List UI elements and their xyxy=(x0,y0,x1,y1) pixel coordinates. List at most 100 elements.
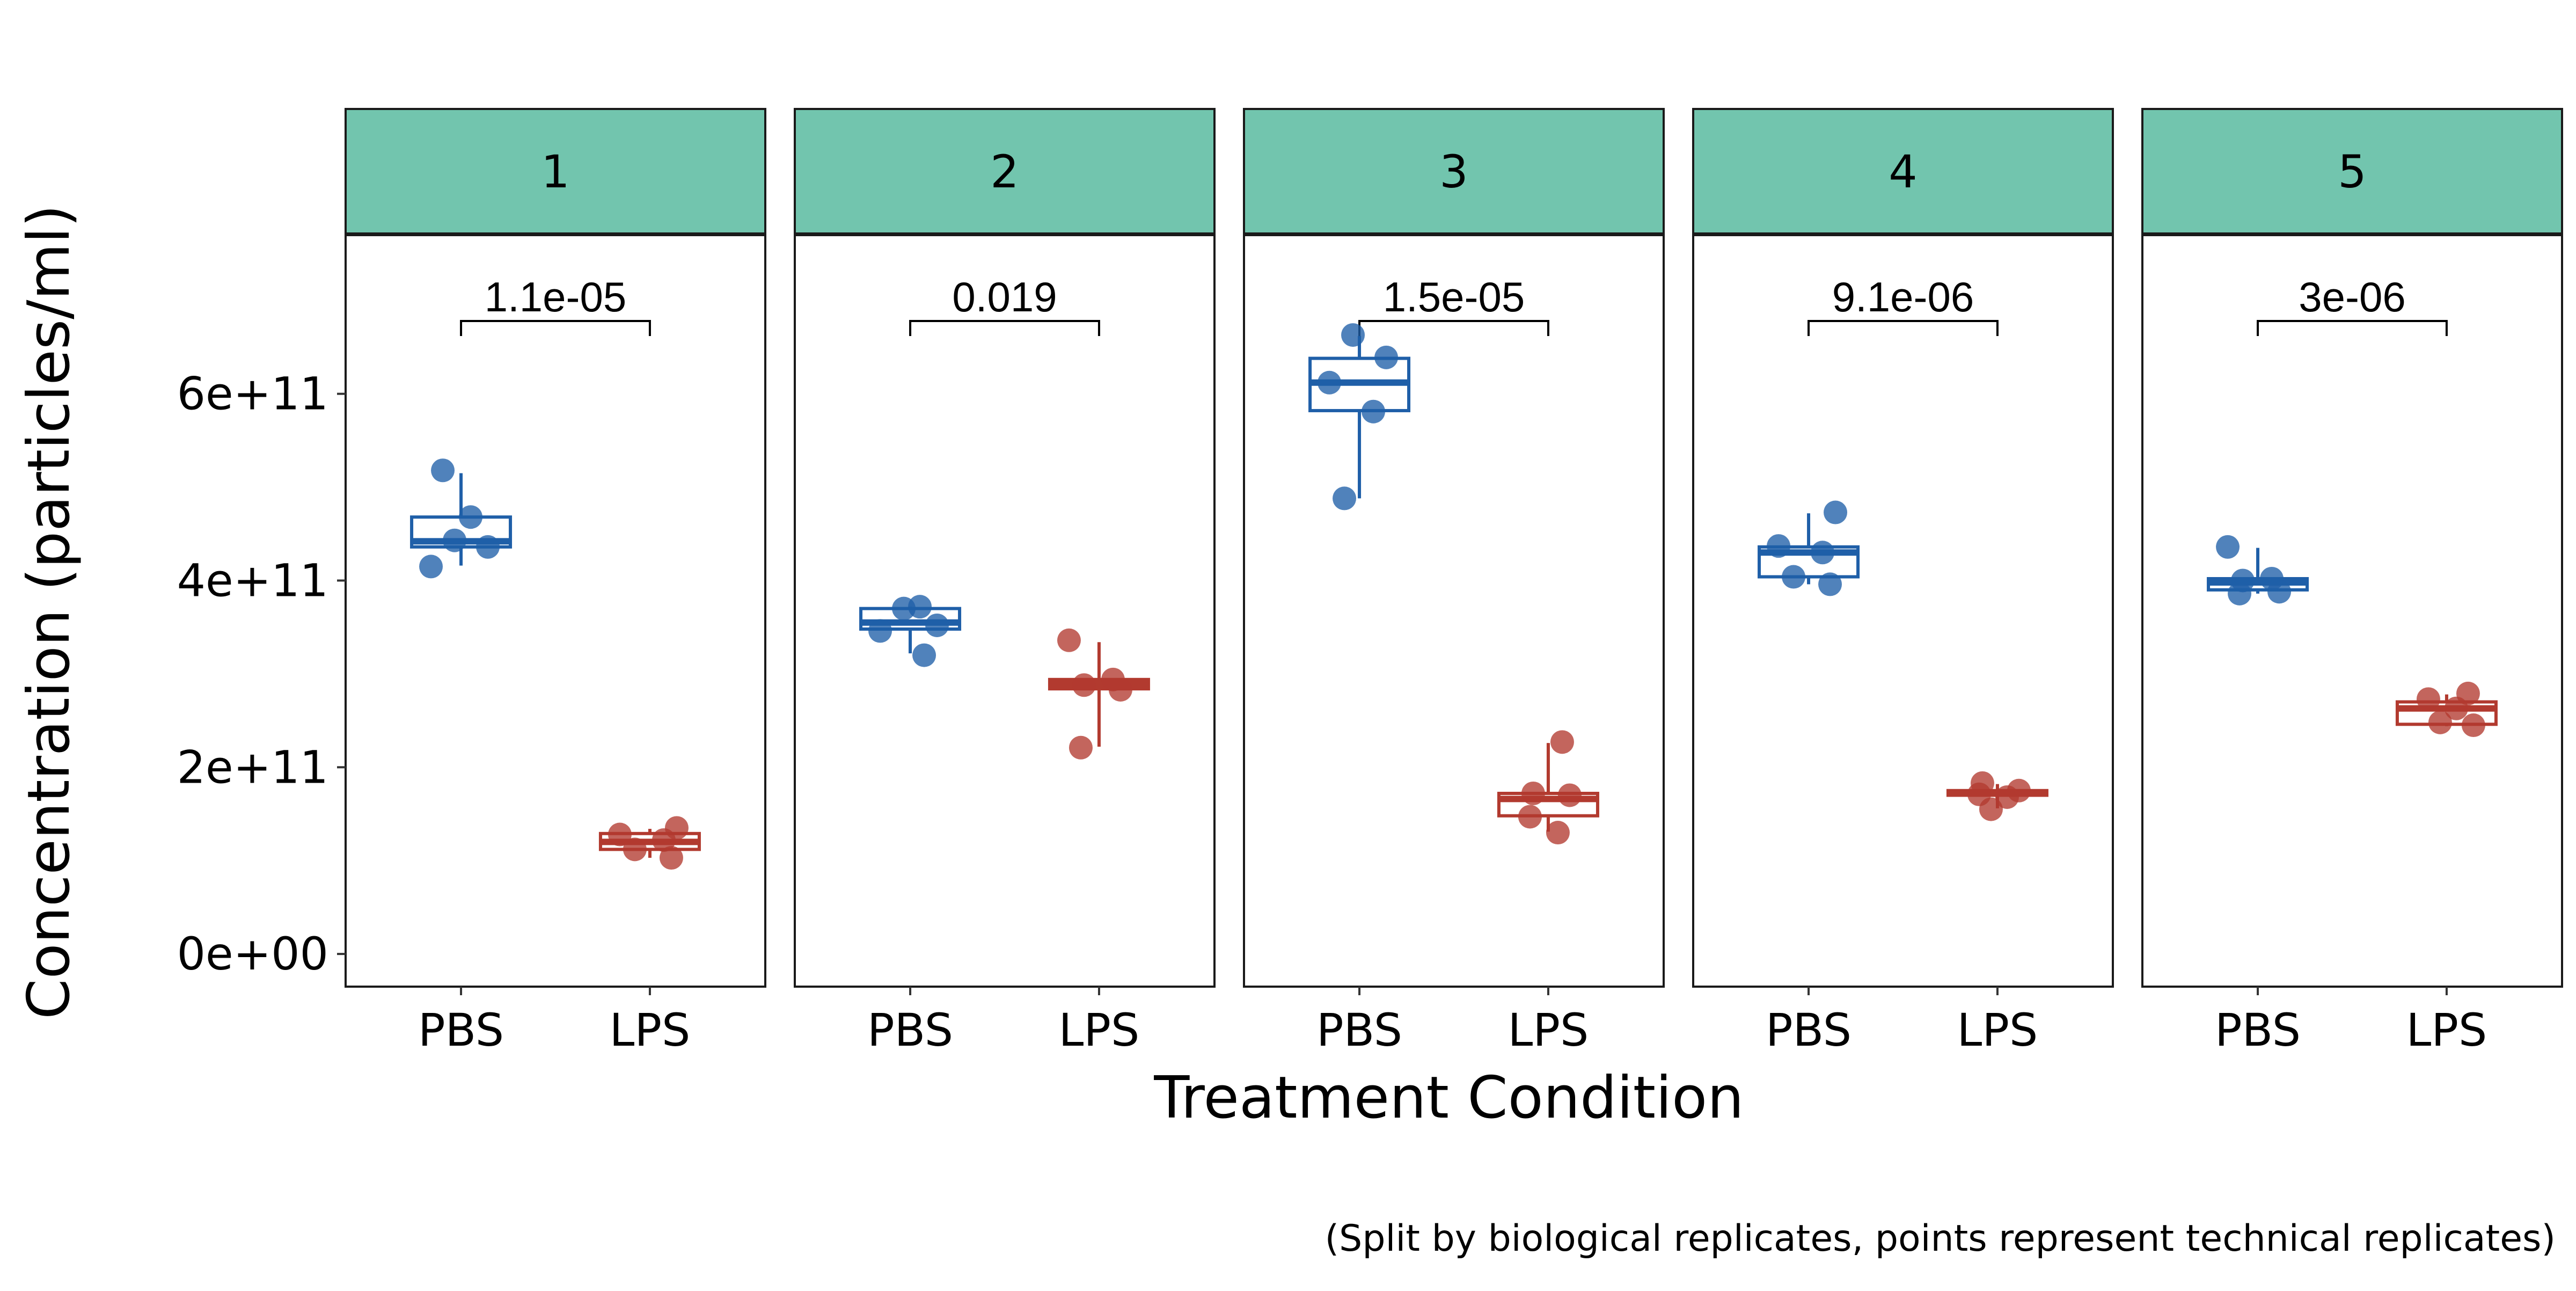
panel-border xyxy=(2141,234,2563,988)
panel-border xyxy=(345,234,766,988)
data-point xyxy=(2461,713,2485,738)
x-tick-label: PBS xyxy=(1766,1004,1851,1056)
x-tick-label: LPS xyxy=(610,1004,691,1056)
data-point xyxy=(1811,541,1835,565)
panel-border xyxy=(794,234,1216,988)
panel-border xyxy=(1692,234,2114,988)
y-tick-label: 4e+11 xyxy=(177,554,328,607)
group-PBS-facet-2 xyxy=(859,595,962,667)
facet-label: 3 xyxy=(1439,145,1468,198)
panel-border xyxy=(1243,234,1665,988)
facet-panel-4: 4 9.1e-06 xyxy=(1692,108,2114,988)
group-PBS-facet-3 xyxy=(1308,323,1411,510)
p-value-label: 1.5e-05 xyxy=(1383,273,1525,320)
significance-bracket xyxy=(460,320,651,336)
group-PBS-facet-1 xyxy=(410,458,513,579)
data-point xyxy=(2216,535,2240,559)
data-point xyxy=(2444,696,2468,720)
group-PBS-facet-5 xyxy=(2207,535,2309,606)
x-tick-label: PBS xyxy=(2215,1004,2301,1056)
facet-strip xyxy=(794,108,1216,235)
data-point xyxy=(1557,783,1582,807)
group-LPS-facet-5 xyxy=(2395,681,2498,738)
facet-strip xyxy=(1692,108,2114,235)
p-value-label: 1.1e-05 xyxy=(485,273,627,320)
data-point xyxy=(459,505,483,529)
data-point xyxy=(1069,735,1093,760)
data-point xyxy=(1782,565,1806,589)
facet-label: 1 xyxy=(541,145,569,198)
x-tick-label: LPS xyxy=(1508,1004,1589,1056)
data-point xyxy=(2416,687,2440,711)
data-point xyxy=(1550,730,1574,754)
y-tick-label: 0e+00 xyxy=(177,928,328,980)
data-point xyxy=(1108,677,1132,702)
data-point xyxy=(431,458,455,483)
data-point xyxy=(868,619,892,643)
significance-bracket xyxy=(2257,320,2448,336)
data-point xyxy=(476,535,500,559)
data-point xyxy=(2428,710,2452,734)
panel-background xyxy=(1693,235,2113,987)
data-point xyxy=(1518,805,1542,829)
data-point xyxy=(1362,399,1386,424)
data-point xyxy=(1057,628,1081,652)
x-tick-label: PBS xyxy=(867,1004,953,1056)
data-point xyxy=(1818,572,1842,596)
facet-label: 4 xyxy=(1889,145,1917,198)
data-point xyxy=(623,837,647,862)
panel-layer: 1 1.1e-05 2 0.019 3 1.5e-05 4 9.1e-06 5 3e-06 xyxy=(345,108,2563,988)
significance-bracket xyxy=(1807,320,1999,336)
panel-background xyxy=(2142,235,2562,987)
x-axis-title: Treatment Condition xyxy=(1153,1064,1744,1132)
data-point xyxy=(2267,580,2292,604)
data-point xyxy=(1546,821,1570,845)
data-point xyxy=(443,528,467,552)
data-point xyxy=(1333,486,1357,510)
panel-background xyxy=(795,235,1214,987)
data-point xyxy=(1995,785,2019,809)
significance-bracket xyxy=(909,320,1100,336)
group-LPS-facet-2 xyxy=(1048,628,1150,760)
x-tick-label: PBS xyxy=(418,1004,504,1056)
facet-strip xyxy=(345,108,766,235)
data-point xyxy=(1072,673,1096,697)
facet-panel-1: 1 1.1e-05 xyxy=(345,108,766,988)
facet-strip xyxy=(2141,108,2563,235)
data-point xyxy=(912,643,936,667)
x-tick-label: PBS xyxy=(1316,1004,1402,1056)
data-point xyxy=(1318,370,1342,395)
y-tick-label: 2e+11 xyxy=(177,741,328,793)
data-point xyxy=(1979,797,2003,821)
data-point xyxy=(1341,323,1365,347)
data-point xyxy=(608,822,632,847)
x-tick-label: LPS xyxy=(1957,1004,2038,1056)
chart-caption: (Split by biological replicates, points … xyxy=(1325,1217,2556,1260)
group-LPS-facet-4 xyxy=(1946,771,2048,821)
facet-panel-2: 2 0.019 xyxy=(794,108,1216,988)
x-tick-label: LPS xyxy=(2406,1004,2487,1056)
p-value-label: 0.019 xyxy=(952,273,1057,320)
panel-background xyxy=(1244,235,1664,987)
data-point xyxy=(2228,581,2252,606)
data-point xyxy=(925,613,949,637)
data-point xyxy=(652,828,676,852)
data-point xyxy=(419,555,443,579)
data-point xyxy=(1521,782,1545,805)
y-tick-label: 6e+11 xyxy=(177,368,328,420)
facet-panel-3: 3 1.5e-05 xyxy=(1243,108,1665,988)
mark-layer xyxy=(410,323,2498,870)
facet-panel-5: 5 3e-06 xyxy=(2141,108,2563,988)
facet-label: 2 xyxy=(990,145,1019,198)
p-value-label: 3e-06 xyxy=(2299,273,2406,320)
box xyxy=(1497,792,1599,818)
data-point xyxy=(1767,534,1791,558)
group-LPS-facet-1 xyxy=(598,816,701,870)
group-PBS-facet-4 xyxy=(1758,500,1860,596)
facet-strip xyxy=(1243,108,1665,235)
data-point xyxy=(892,596,916,621)
group-LPS-facet-3 xyxy=(1497,730,1599,845)
data-point xyxy=(659,846,683,870)
